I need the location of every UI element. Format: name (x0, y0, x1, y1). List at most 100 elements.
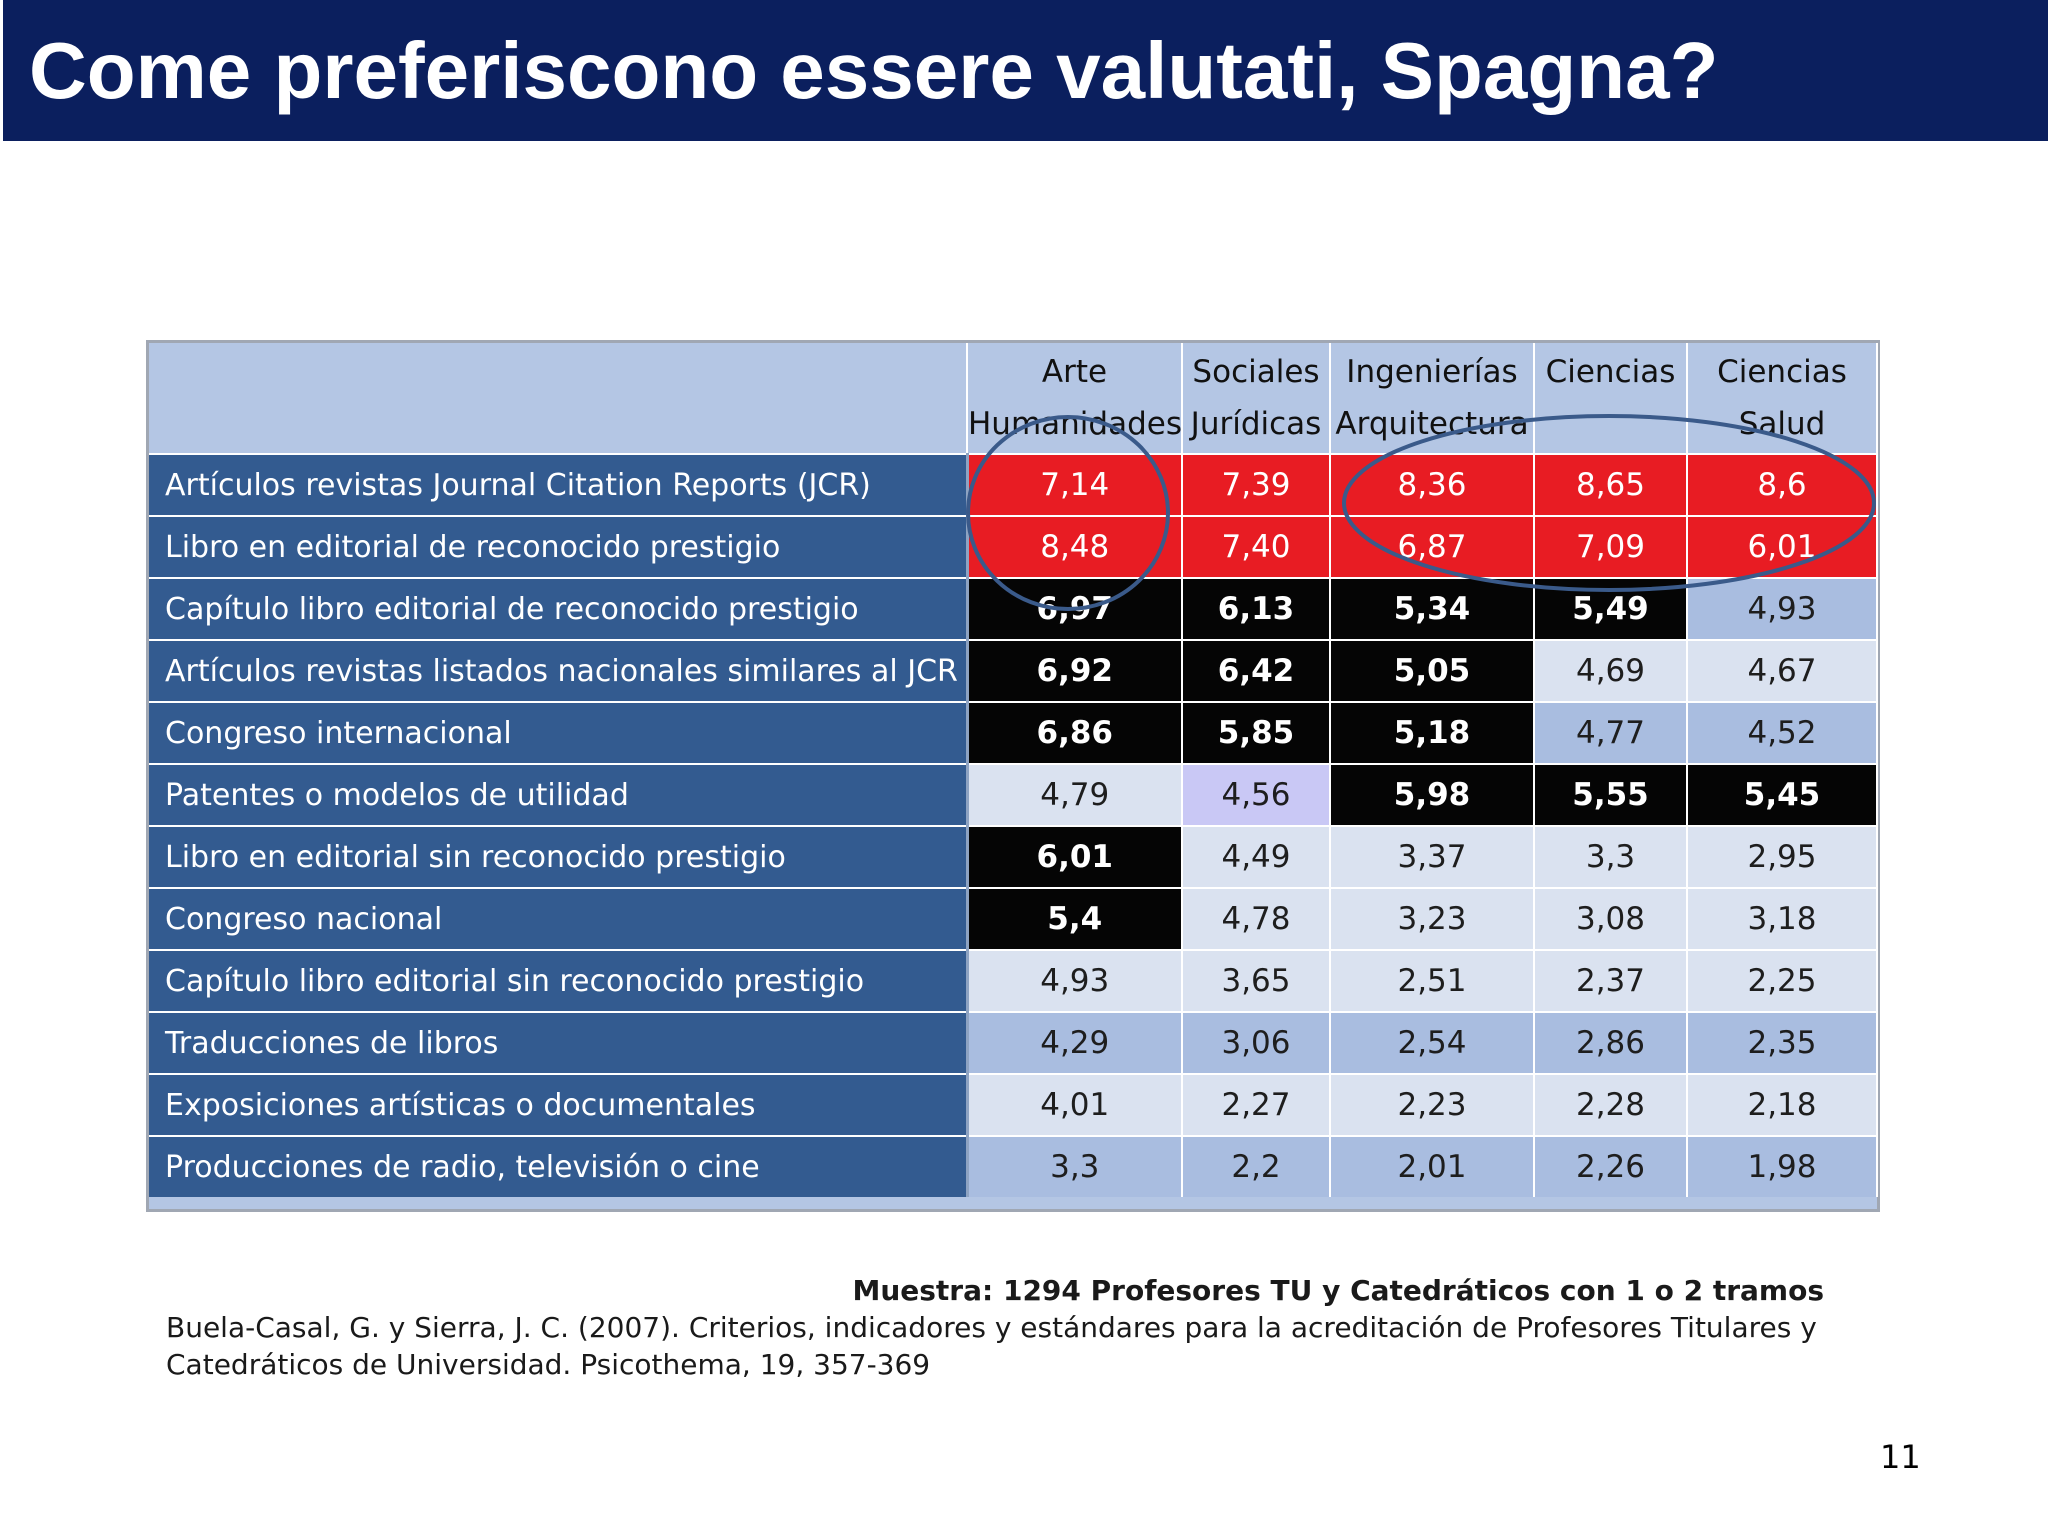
value-cell: 2,51 (1330, 949, 1535, 1012)
value-cell: 5,34 (1330, 577, 1535, 640)
slide-title: Come preferiscono essere valutati, Spagn… (29, 26, 1719, 115)
value-cell: 4,52 (1687, 701, 1878, 764)
value-cell: 5,98 (1330, 763, 1535, 826)
scores-table-container: Arte Humanidades Sociales Jurídicas Ingeni… (146, 340, 1880, 1212)
value-cell: 3,37 (1330, 825, 1535, 888)
table-row: Producciones de radio, televisión o cine… (149, 1135, 1878, 1197)
header-arte-humanidades: Arte Humanidades (967, 343, 1183, 454)
value-cell: 7,40 (1182, 515, 1331, 578)
table-row: Patentes o modelos de utilidad 4,79 4,56 5,… (149, 763, 1878, 826)
value-cell: 4,79 (967, 763, 1183, 826)
value-cell: 6,13 (1182, 577, 1331, 640)
value-cell: 2,18 (1687, 1073, 1878, 1136)
value-cell: 4,93 (1687, 577, 1878, 640)
sample-note: Muestra: 1294 Profesores TU y Catedrátic… (852, 1274, 1824, 1307)
row-label: Libro en editorial de reconocido prestig… (149, 515, 969, 578)
value-cell: 2,25 (1687, 949, 1878, 1012)
value-cell: 2,37 (1534, 949, 1688, 1012)
row-label: Congreso nacional (149, 887, 969, 950)
value-cell: 8,36 (1330, 453, 1535, 516)
row-label: Artículos revistas Journal Citation Repo… (149, 453, 969, 516)
value-cell: 7,39 (1182, 453, 1331, 516)
header-sociales-juridicas: Sociales Jurídicas (1182, 343, 1331, 454)
header-row: Arte Humanidades Sociales Jurídicas Ingeni… (149, 343, 1878, 454)
table-row: Libro en editorial de reconocido prestig… (149, 515, 1878, 578)
citation-line-1: Buela-Casal, G. y Sierra, J. C. (2007). … (166, 1311, 1817, 1344)
table-row: Libro en editorial sin reconocido presti… (149, 825, 1878, 888)
table-row: Artículos revistas Journal Citation Repo… (149, 453, 1878, 516)
value-cell: 3,3 (967, 1135, 1183, 1197)
value-cell: 2,35 (1687, 1011, 1878, 1074)
value-cell: 5,18 (1330, 701, 1535, 764)
value-cell: 5,55 (1534, 763, 1688, 826)
value-cell: 2,01 (1330, 1135, 1535, 1197)
value-cell: 7,14 (967, 453, 1183, 516)
table-row: Exposiciones artísticas o documentales 4,… (149, 1073, 1878, 1136)
value-cell: 5,49 (1534, 577, 1688, 640)
value-cell: 2,27 (1182, 1073, 1331, 1136)
value-cell: 4,01 (967, 1073, 1183, 1136)
value-cell: 2,86 (1534, 1011, 1688, 1074)
caption: Muestra: 1294 Profesores TU y Catedrátic… (146, 1272, 1846, 1383)
table-row: Traducciones de libros 4,29 3,06 2,54 2,86 2,… (149, 1011, 1878, 1074)
value-cell: 3,08 (1534, 887, 1688, 950)
value-cell: 5,4 (967, 887, 1183, 950)
value-cell: 4,29 (967, 1011, 1183, 1074)
value-cell: 4,78 (1182, 887, 1331, 950)
value-cell: 8,65 (1534, 453, 1688, 516)
row-label: Traducciones de libros (149, 1011, 969, 1074)
value-cell: 3,18 (1687, 887, 1878, 950)
row-label: Congreso internacional (149, 701, 969, 764)
row-label: Exposiciones artísticas o documentales (149, 1073, 969, 1136)
row-label: Capítulo libro editorial de reconocido p… (149, 577, 969, 640)
value-cell: 4,49 (1182, 825, 1331, 888)
value-cell: 6,86 (967, 701, 1183, 764)
value-cell: 4,69 (1534, 639, 1688, 702)
table-row: Artículos revistas listados nacionales s… (149, 639, 1878, 702)
value-cell: 2,28 (1534, 1073, 1688, 1136)
table-row: Congreso internacional 6,86 5,85 5,18 4,77 4,… (149, 701, 1878, 764)
value-cell: 6,92 (967, 639, 1183, 702)
value-cell: 5,45 (1687, 763, 1878, 826)
table-body: Artículos revistas Journal Citation Repo… (149, 453, 1878, 1197)
value-cell: 2,95 (1687, 825, 1878, 888)
page-number: 11 (1880, 1438, 1921, 1476)
value-cell: 6,97 (967, 577, 1183, 640)
row-label: Producciones de radio, televisión o cine (149, 1135, 969, 1197)
table-row: Capítulo libro editorial de reconocido p… (149, 577, 1878, 640)
value-cell: 2,54 (1330, 1011, 1535, 1074)
value-cell: 3,06 (1182, 1011, 1331, 1074)
header-corner (149, 343, 968, 454)
value-cell: 6,01 (1687, 515, 1878, 578)
header-ciencias: Ciencias (1534, 343, 1688, 454)
value-cell: 3,23 (1330, 887, 1535, 950)
value-cell: 6,42 (1182, 639, 1331, 702)
value-cell: 4,56 (1182, 763, 1331, 826)
value-cell: 3,3 (1534, 825, 1688, 888)
row-label: Artículos revistas listados nacionales s… (149, 639, 969, 702)
value-cell: 6,87 (1330, 515, 1535, 578)
row-label: Capítulo libro editorial sin reconocido … (149, 949, 969, 1012)
row-label: Patentes o modelos de utilidad (149, 763, 969, 826)
value-cell: 2,23 (1330, 1073, 1535, 1136)
row-label: Libro en editorial sin reconocido presti… (149, 825, 969, 888)
value-cell: 6,01 (967, 825, 1183, 888)
value-cell: 8,48 (967, 515, 1183, 578)
value-cell: 2,2 (1182, 1135, 1331, 1197)
citation-line-2: Catedráticos de Universidad. Psicothema,… (166, 1348, 931, 1381)
scores-table: Arte Humanidades Sociales Jurídicas Ingeni… (149, 343, 1878, 1197)
table-row: Capítulo libro editorial sin reconocido … (149, 949, 1878, 1012)
header-ingenierias-arquitectura: Ingenierías Arquitectura (1330, 343, 1535, 454)
value-cell: 5,05 (1330, 639, 1535, 702)
value-cell: 4,67 (1687, 639, 1878, 702)
header-ciencias-salud: Ciencias Salud (1687, 343, 1878, 454)
value-cell: 8,6 (1687, 453, 1878, 516)
title-bar: Come preferiscono essere valutati, Spagn… (3, 0, 2048, 141)
value-cell: 7,09 (1534, 515, 1688, 578)
value-cell: 4,77 (1534, 701, 1688, 764)
table-row: Congreso nacional 5,4 4,78 3,23 3,08 3,18 (149, 887, 1878, 950)
value-cell: 5,85 (1182, 701, 1331, 764)
value-cell: 1,98 (1687, 1135, 1878, 1197)
value-cell: 4,93 (967, 949, 1183, 1012)
value-cell: 3,65 (1182, 949, 1331, 1012)
